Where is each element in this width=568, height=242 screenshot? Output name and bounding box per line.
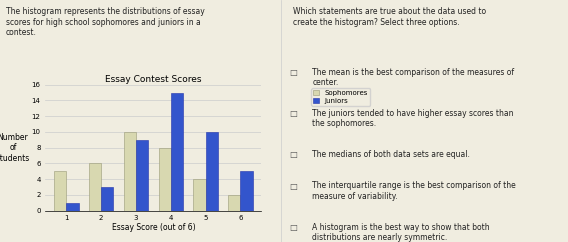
Bar	[158, 148, 171, 211]
Text: The juniors tended to have higher essay scores than
the sophomores.: The juniors tended to have higher essay …	[312, 109, 514, 128]
Bar	[171, 92, 183, 211]
Text: A histogram is the best way to show that both
distributions are nearly symmetric: A histogram is the best way to show that…	[312, 223, 490, 242]
Y-axis label: Number
of
Students: Number of Students	[0, 133, 30, 163]
Bar	[89, 163, 101, 211]
Text: The histogram represents the distributions of essay
scores for high school sopho: The histogram represents the distributio…	[6, 7, 204, 37]
Bar	[54, 171, 66, 211]
Legend: Sophomores, Juniors: Sophomores, Juniors	[311, 88, 370, 106]
Text: The interquartile range is the best comparison of the
measure of variability.: The interquartile range is the best comp…	[312, 182, 516, 201]
Text: □: □	[290, 150, 298, 159]
Bar	[66, 203, 78, 211]
X-axis label: Essay Score (out of 6): Essay Score (out of 6)	[111, 223, 195, 232]
Text: □: □	[290, 182, 298, 190]
Text: □: □	[290, 68, 298, 77]
Bar	[101, 187, 114, 211]
Text: The medians of both data sets are equal.: The medians of both data sets are equal.	[312, 150, 470, 159]
Text: □: □	[290, 109, 298, 118]
Bar	[124, 132, 136, 211]
Bar	[228, 195, 240, 211]
Title: Essay Contest Scores: Essay Contest Scores	[105, 75, 202, 84]
Bar	[206, 132, 218, 211]
Bar	[136, 140, 148, 211]
Bar	[193, 179, 206, 211]
Text: Which statements are true about the data used to
create the histogram? Select th: Which statements are true about the data…	[293, 7, 486, 27]
Bar	[240, 171, 253, 211]
Text: The mean is the best comparison of the measures of
center.: The mean is the best comparison of the m…	[312, 68, 515, 87]
Text: □: □	[290, 223, 298, 232]
